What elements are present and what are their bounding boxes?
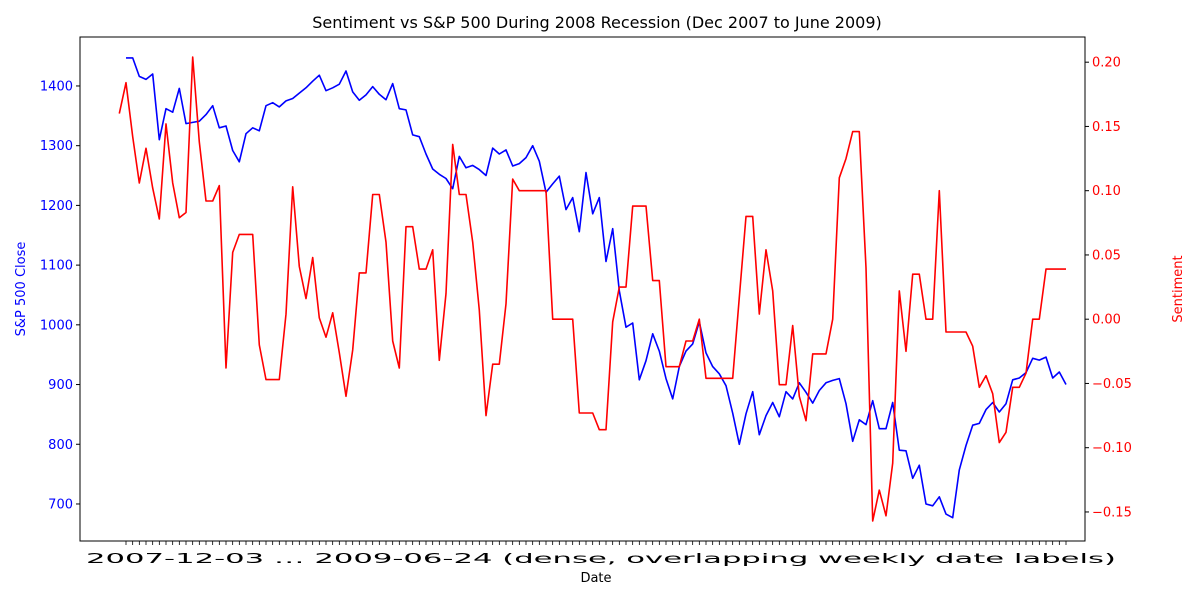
sp500-line [126, 57, 1067, 519]
left-tick-label: 1400 [40, 79, 73, 94]
left-tick-label: 700 [48, 497, 73, 512]
right-tick-label: 0.15 [1092, 120, 1121, 135]
plot-frame [79, 36, 1086, 542]
left-tick-label: 1000 [40, 318, 73, 333]
right-tick-label: 0.10 [1092, 184, 1121, 199]
left-axis-label: S&P 500 Close [14, 242, 29, 337]
x-axis-ticks: 2007-12-03 … 2009-06-24 (dense, overlapp… [86, 541, 1116, 567]
x-tick-labels: 2007-12-03 … 2009-06-24 (dense, overlapp… [86, 552, 1116, 567]
right-axis-ticks: −0.15 −0.10 −0.05 0.00 0.05 0.10 0.15 0.20 [1085, 56, 1132, 520]
right-tick-label: 0.20 [1092, 56, 1121, 71]
right-tick-label: −0.15 [1092, 505, 1132, 520]
left-tick-label: 1100 [40, 259, 73, 274]
left-tick-label: 800 [48, 438, 73, 453]
series-layer [118, 56, 1067, 522]
left-axis-ticks: 700 800 900 1000 1100 1200 1300 1400 [40, 79, 80, 512]
right-axis-label: Sentiment [1171, 255, 1186, 322]
right-tick-label: 0.00 [1092, 313, 1121, 328]
chart-title: Sentiment vs S&P 500 During 2008 Recessi… [312, 13, 882, 32]
sentiment-line [118, 56, 1066, 522]
plot-background [80, 37, 1085, 541]
right-tick-label: 0.05 [1092, 248, 1121, 263]
left-tick-label: 1300 [40, 139, 73, 154]
x-axis-label: Date [580, 571, 611, 586]
left-tick-label: 1200 [40, 199, 73, 214]
right-tick-label: −0.10 [1092, 441, 1132, 456]
left-tick-label: 900 [48, 378, 73, 393]
right-tick-label: −0.05 [1092, 377, 1132, 392]
